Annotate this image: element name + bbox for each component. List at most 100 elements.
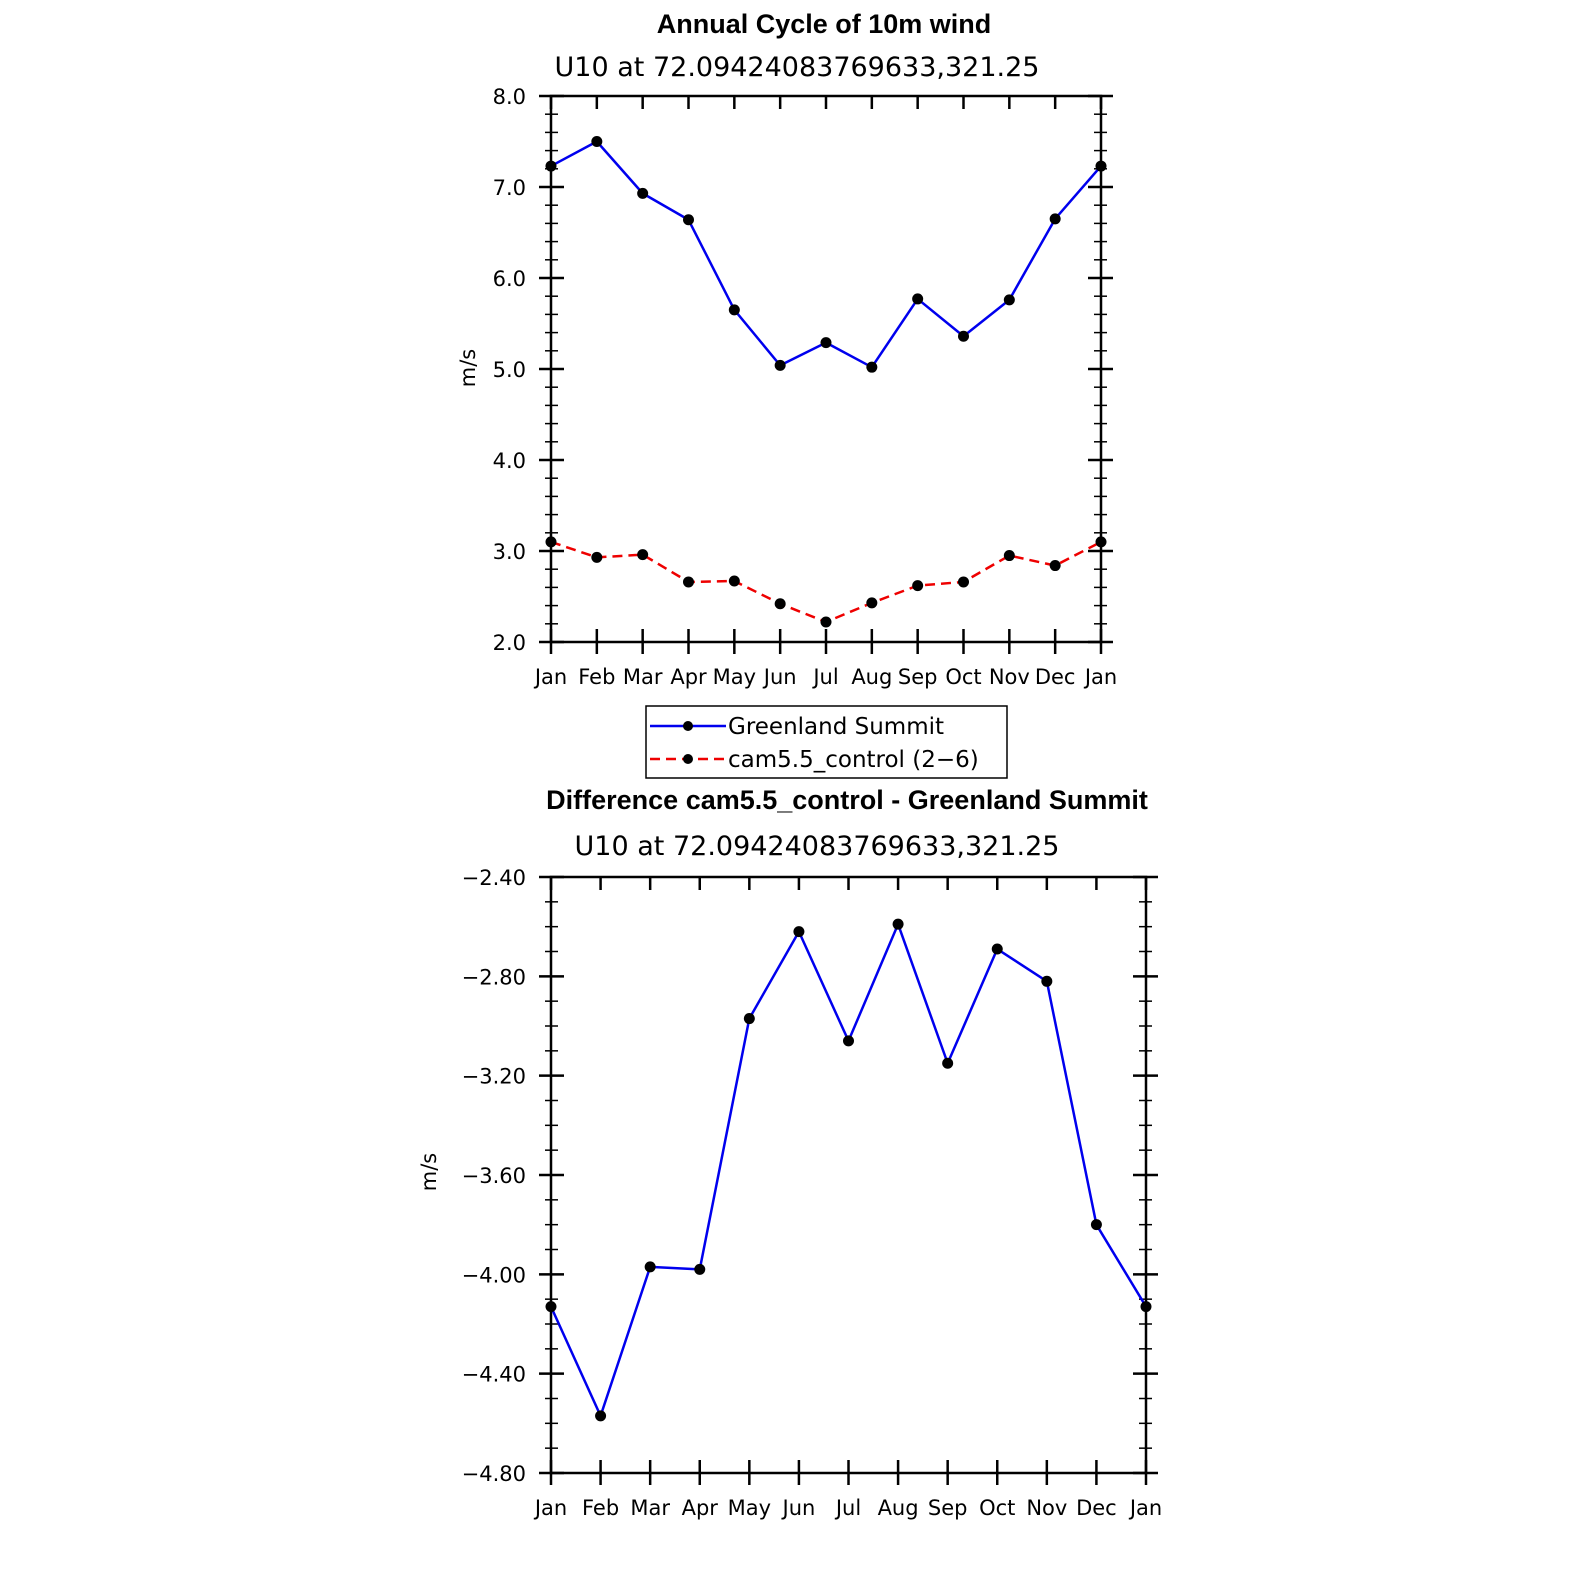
- chart2-point-difference-10: [1041, 975, 1053, 987]
- chart2-subtitle: U10 at 72.09424083769633,321.25: [575, 831, 1060, 862]
- chart2-x-tick-label-nov: Nov: [1026, 1496, 1067, 1520]
- chart2-x-tick-labels: Jan Feb Mar Apr May Jun Jul Aug Sep Oct Nov Dec Jan: [533, 1496, 1162, 1520]
- chart2-x-tick-label-jan: Jan: [1128, 1496, 1162, 1520]
- chart1-x-tick-label-nov: Nov: [989, 665, 1030, 689]
- chart2-point-difference-1: [595, 1410, 607, 1422]
- chart1-x-tick-label-apr: Apr: [670, 665, 707, 689]
- chart1-x-tick-label-sep: Sep: [898, 665, 938, 689]
- legend-item-cam5-control: cam5.5_control (2−6): [650, 747, 979, 773]
- chart1-point-cam5-5-control-2-6-10: [1003, 550, 1015, 562]
- chart1-point-greenland-summit-5: [774, 359, 786, 371]
- chart2-y-tick-label: −2.80: [462, 965, 526, 989]
- chart1-point-cam5-5-control-2-6-7: [866, 597, 878, 609]
- chart1-x-tick-label-jun: Jun: [762, 665, 797, 689]
- chart1-point-cam5-5-control-2-6-4: [728, 575, 740, 587]
- chart1-y-tick-label: 5.0: [493, 358, 526, 382]
- chart1-ticks: [539, 94, 1113, 654]
- legend-item-greenland-summit: Greenland Summit: [650, 714, 944, 740]
- chart1-point-cam5-5-control-2-6-1: [591, 551, 603, 563]
- chart2-y-axis-label: m/s: [417, 1153, 441, 1191]
- chart2-title: Difference cam5.5_control - Greenland Su…: [546, 785, 1148, 815]
- chart2-x-tick-label-jan: Jan: [533, 1496, 567, 1520]
- chart2-x-tick-label-oct: Oct: [979, 1496, 1015, 1520]
- chart1-x-tick-label-aug: Aug: [851, 665, 892, 689]
- chart1-point-greenland-summit-12: [1095, 160, 1107, 172]
- chart1-point-cam5-5-control-2-6-3: [683, 576, 694, 588]
- chart1-y-tick-label: 7.0: [493, 176, 526, 200]
- chart1-point-cam5-5-control-2-6-0: [545, 536, 557, 548]
- chart1-x-tick-label-may: May: [713, 665, 756, 689]
- chart1-point-greenland-summit-10: [1003, 294, 1015, 306]
- chart2-x-tick-label-may: May: [728, 1496, 771, 1520]
- chart1-point-cam5-5-control-2-6-5: [774, 598, 786, 610]
- chart2-y-tick-label: −4.40: [462, 1363, 526, 1387]
- chart1-point-cam5-5-control-2-6-11: [1049, 560, 1061, 572]
- chart1-y-tick-label: 8.0: [493, 85, 526, 109]
- chart2-point-difference-8: [942, 1057, 954, 1069]
- legend-label-cam5-control: cam5.5_control (2−6): [728, 747, 979, 773]
- chart2-y-tick-label: −3.20: [462, 1065, 526, 1089]
- chart2-x-tick-label-mar: Mar: [630, 1496, 670, 1520]
- chart1-subtitle: U10 at 72.09424083769633,321.25: [555, 52, 1040, 83]
- chart2-point-difference-3: [694, 1263, 706, 1275]
- chart1-x-tick-label-mar: Mar: [623, 665, 663, 689]
- chart2-y-tick-label: −2.40: [462, 866, 526, 890]
- chart2-point-difference-7: [892, 918, 904, 930]
- chart1-point-cam5-5-control-2-6-8: [912, 580, 924, 592]
- chart1-y-tick-labels: 2.0 3.0 4.0 5.0 6.0 7.0 8.0: [493, 85, 526, 655]
- chart1-x-tick-label-oct: Oct: [945, 665, 981, 689]
- chart2-x-tick-label-jul: Jul: [834, 1496, 861, 1520]
- chart1-point-greenland-summit-0: [545, 160, 557, 172]
- chart1-x-tick-label-jan: Jan: [1083, 665, 1117, 689]
- legend-marker-cam5-control: [683, 754, 693, 764]
- chart1-x-tick-label-jan: Jan: [533, 665, 567, 689]
- chart1-point-greenland-summit-9: [958, 330, 969, 342]
- chart2-point-difference-12: [1140, 1301, 1152, 1313]
- chart1-point-greenland-summit-6: [820, 337, 832, 349]
- chart2-point-difference-4: [743, 1013, 755, 1025]
- chart1-series-line-cam5-5-control-2-6: [550, 540, 1102, 624]
- chart1-y-tick-label: 6.0: [493, 267, 526, 291]
- chart1-point-cam5-5-control-2-6-9: [958, 576, 969, 588]
- legend-marker-greenland-summit: [683, 721, 693, 731]
- chart1-y-tick-label: 4.0: [493, 449, 526, 473]
- chart2-series-line-difference: [549, 922, 1148, 1418]
- chart2-x-tick-label-apr: Apr: [682, 1496, 719, 1520]
- chart2-y-tick-labels: −4.80 −4.40 −4.00 −3.60 −3.20 −2.80 −2.40: [462, 866, 526, 1486]
- chart1-point-greenland-summit-3: [683, 214, 694, 226]
- chart2-x-tick-label-jun: Jun: [781, 1496, 816, 1520]
- chart2-x-tick-label-dec: Dec: [1076, 1496, 1117, 1520]
- chart1-point-greenland-summit-11: [1049, 213, 1061, 225]
- chart1-x-tick-label-feb: Feb: [578, 665, 615, 689]
- chart2-ticks: [539, 875, 1158, 1485]
- chart2-y-tick-label: −4.80: [462, 1462, 526, 1486]
- difference-chart: Difference cam5.5_control - Greenland Su…: [417, 785, 1162, 1520]
- annual-cycle-chart: Annual Cycle of 10m wind U10 at 72.09424…: [456, 9, 1117, 689]
- chart1-y-tick-label: 2.0: [493, 631, 526, 655]
- chart2-point-difference-9: [991, 943, 1003, 955]
- chart1-point-greenland-summit-7: [866, 361, 878, 373]
- legend: Greenland Summit cam5.5_control (2−6): [645, 705, 1008, 779]
- chart2-x-tick-label-sep: Sep: [928, 1496, 968, 1520]
- chart2-point-difference-2: [644, 1261, 656, 1273]
- chart1-x-tick-labels: Jan Feb Mar Apr May Jun Jul Aug Sep Oct Nov Dec Jan: [533, 665, 1117, 689]
- chart1-series: [545, 136, 1107, 628]
- chart2-point-difference-11: [1090, 1219, 1102, 1231]
- chart2-point-difference-5: [793, 926, 805, 938]
- chart1-point-greenland-summit-4: [728, 304, 740, 316]
- chart1-point-cam5-5-control-2-6-12: [1095, 536, 1107, 548]
- chart1-point-cam5-5-control-2-6-6: [820, 616, 832, 628]
- chart1-point-greenland-summit-8: [912, 293, 924, 305]
- chart1-x-tick-label-jul: Jul: [811, 665, 838, 689]
- chart1-series-line-greenland-summit: [550, 140, 1102, 369]
- chart2-y-tick-label: −3.60: [462, 1164, 526, 1188]
- chart1-y-tick-label: 3.0: [493, 540, 526, 564]
- chart1-y-axis-label: m/s: [456, 349, 480, 387]
- chart2-plot-frame: [549, 875, 1148, 1475]
- chart2-point-difference-0: [545, 1301, 557, 1313]
- chart2-series: [545, 918, 1152, 1422]
- chart1-point-greenland-summit-2: [637, 187, 649, 199]
- chart1-title: Annual Cycle of 10m wind: [657, 9, 992, 39]
- chart2-y-tick-label: −4.00: [462, 1263, 526, 1287]
